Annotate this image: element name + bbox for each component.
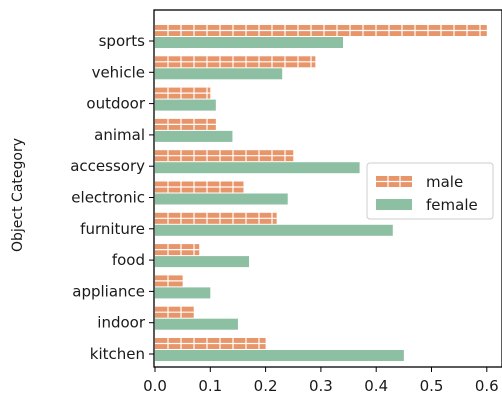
bar-male [155,25,487,36]
x-tick-label: 0.4 [364,377,388,395]
y-tick-label: electronic [71,189,145,207]
legend: male female [366,162,494,220]
bar-male [155,118,216,130]
bar-female [155,37,344,48]
x-tick-label: 0.6 [475,377,499,395]
bar-male [155,338,266,349]
bar-male [155,87,211,99]
bar-female [155,350,404,361]
legend-swatch-female [376,199,412,210]
y-tick-label: sports [99,32,146,50]
y-tick-label: animal [94,126,145,144]
bar-female [155,224,393,236]
legend-swatch-male [376,176,412,187]
bar-male [155,212,277,224]
plot-area: sports vehicle outdoor animal accessory elect… [70,25,499,395]
y-axis-title: Object Category [10,138,26,252]
bar-female [155,130,233,142]
x-tick-label: 0.0 [143,377,167,395]
bar-female [155,256,250,268]
bar-male [155,181,244,193]
bar-male [155,306,194,318]
bar-female [155,287,211,299]
plot-frame [153,9,502,368]
y-tick-label: outdoor [86,95,145,113]
x-tick-label: 0.1 [198,377,222,395]
legend-label-female: female [426,196,478,214]
x-tick-label: 0.5 [420,377,444,395]
bar-female [155,318,238,330]
x-tick-label: 0.3 [309,377,333,395]
y-tick-label: appliance [72,282,145,300]
bar-female [155,99,216,111]
y-tick-label: furniture [80,220,145,238]
bar-female [155,68,283,80]
legend-label-male: male [426,173,463,191]
y-tick-label: indoor [97,314,146,332]
bar-female [155,162,360,174]
bar-male [155,150,294,162]
y-tick-label: vehicle [92,63,145,81]
bar-male [155,275,183,287]
y-tick-label: accessory [70,157,145,175]
y-tick-label: food [112,251,145,269]
bar-female [155,193,288,205]
bar-male [155,56,316,68]
y-tick-label: kitchen [90,345,145,363]
bar-male [155,244,200,256]
x-tick-label: 0.2 [254,377,278,395]
